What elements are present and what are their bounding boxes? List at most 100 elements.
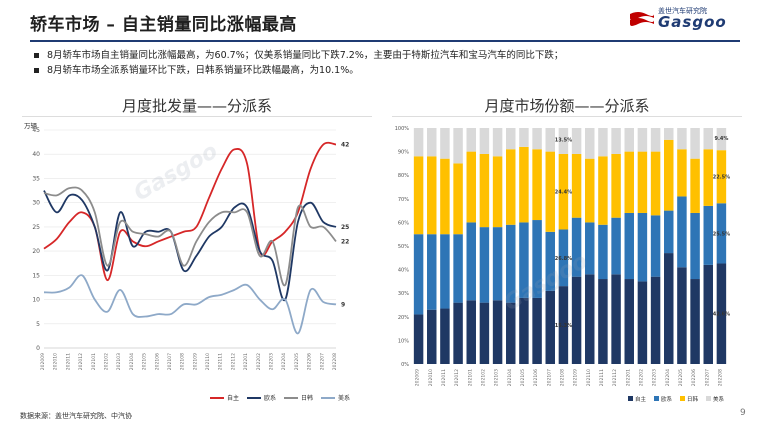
bar-segment-自主	[532, 297, 542, 364]
series-end-label: 42	[341, 142, 349, 149]
bullet-text: 8月轿车市场全派系销量环比下跌，日韩系销量环比跌幅最高，为10.1%。	[47, 65, 359, 76]
x-tick-label: 202105	[142, 353, 148, 370]
data-label: 13.5%	[555, 138, 572, 144]
bar-segment-日韩	[585, 158, 595, 223]
page-title: 轿车市场 – 自主销量同比涨幅最高	[30, 15, 297, 35]
bar-segment-美系	[677, 128, 687, 150]
bar-segment-欧系	[690, 212, 700, 280]
x-tick-label: 202201	[625, 369, 631, 386]
bar-segment-日韩	[677, 149, 687, 197]
bar-segment-日韩	[479, 153, 490, 228]
x-tick-label: 202203	[269, 353, 275, 370]
bar-segment-欧系	[664, 210, 674, 254]
bar-segment-欧系	[492, 227, 503, 301]
bar-segment-欧系	[571, 217, 582, 277]
bar-segment-欧系	[440, 234, 450, 309]
bar-segment-日韩	[703, 149, 713, 206]
data-label: 22.5%	[713, 175, 730, 181]
bar-segment-日韩	[545, 151, 555, 232]
legend-swatch	[706, 396, 711, 401]
bar-segment-日韩	[637, 151, 648, 213]
bar-segment-美系	[453, 128, 463, 164]
bar-segment-美系	[716, 128, 727, 151]
bar-segment-日韩	[664, 139, 674, 211]
x-tick-label: 202207	[704, 369, 710, 386]
x-tick-label: 202104	[129, 353, 135, 370]
y-tick-label: 0	[36, 345, 40, 352]
data-label: 26.8%	[555, 256, 572, 262]
data-source: 数据来源：盖世汽车研究院、中汽协	[20, 412, 132, 420]
legend-label: 美系	[338, 394, 350, 402]
bar-segment-美系	[571, 128, 582, 154]
x-tick-label: 202108	[180, 353, 186, 370]
x-tick-label: 202207	[319, 353, 325, 370]
left-panel-rule	[22, 116, 372, 117]
x-tick-label: 202101	[467, 369, 473, 386]
x-tick-label: 202112	[230, 353, 236, 370]
y-tick-label: 35	[32, 175, 40, 182]
bar-segment-欧系	[585, 222, 595, 275]
bar-chart-title: 月度市场份额——分派系	[484, 97, 650, 115]
x-tick-label: 202103	[116, 353, 122, 370]
y-tick-label: 0%	[401, 362, 409, 368]
bar-segment-自主	[611, 274, 621, 364]
data-label: 42.6%	[713, 312, 730, 318]
bullet-square-icon	[34, 53, 39, 58]
x-tick-label: 202104	[507, 369, 513, 386]
bar-segment-日韩	[611, 153, 621, 218]
legend-swatch	[628, 396, 633, 401]
y-axis-unit-label: 万辆	[24, 121, 38, 130]
data-label: 25.5%	[713, 231, 730, 237]
x-tick-label: 202208	[717, 369, 723, 386]
bar-segment-美系	[466, 128, 476, 152]
bar-segment-欧系	[624, 212, 634, 280]
bar-segment-日韩	[466, 151, 476, 223]
stacked-bar-chart: 0% 10% 20% 30% 40% 50% 60% 70% 80% 90% 100% 202009 2…	[395, 126, 730, 403]
y-tick-label: 50%	[398, 244, 409, 250]
bar-segment-欧系	[611, 217, 621, 275]
x-tick-label: 202208	[332, 353, 338, 370]
x-tick-label: 202204	[281, 353, 287, 370]
legend-label: 自主	[635, 395, 647, 403]
x-tick-label: 202202	[256, 353, 262, 370]
logo-en-text: Gasgoo	[658, 13, 727, 31]
x-tick-label: 202012	[78, 353, 84, 370]
page-number: 9	[740, 408, 746, 418]
bar-segment-自主	[677, 267, 687, 364]
series-end-label: 9	[341, 301, 345, 308]
bar-segment-美系	[558, 128, 569, 154]
bar-segment-自主	[413, 314, 424, 364]
bar-segment-欧系	[466, 222, 476, 301]
legend-swatch	[680, 396, 685, 401]
bar-segment-日韩	[598, 156, 608, 225]
data-label: 15.3%	[555, 323, 572, 329]
bar-segment-美系	[427, 128, 437, 157]
legend-label: 日韩	[301, 394, 313, 402]
bar-segment-自主	[440, 308, 450, 364]
x-tick-label: 202109	[192, 353, 198, 370]
bar-segment-美系	[479, 128, 490, 154]
series-line-美系	[43, 274, 337, 335]
bar-segment-美系	[492, 128, 503, 157]
series-end-label: 22	[341, 238, 349, 245]
gasgoo-logo: 盖世汽车研究院 Gasgoo	[628, 6, 750, 36]
x-tick-label: 202107	[167, 353, 173, 370]
y-tick-label: 10%	[398, 338, 409, 344]
bar-segment-自主	[479, 302, 490, 364]
x-tick-label: 202108	[559, 369, 565, 386]
data-label: 24.4%	[555, 190, 572, 196]
bar-segment-自主	[624, 279, 634, 364]
bar-segment-美系	[506, 128, 516, 150]
x-tick-label: 202110	[586, 369, 592, 386]
x-tick-label: 202112	[612, 369, 618, 386]
x-tick-label: 202205	[294, 353, 300, 370]
bar-segment-日韩	[571, 153, 582, 218]
x-tick-label: 202110	[205, 353, 211, 370]
y-tick-label: 100%	[395, 126, 410, 132]
y-tick-label: 20%	[398, 315, 409, 321]
bar-segment-日韩	[413, 156, 424, 235]
y-tick-label: 80%	[398, 173, 409, 179]
bar-segment-美系	[703, 128, 713, 150]
bar-segment-美系	[690, 128, 700, 159]
y-tick-label: 90%	[398, 150, 409, 156]
